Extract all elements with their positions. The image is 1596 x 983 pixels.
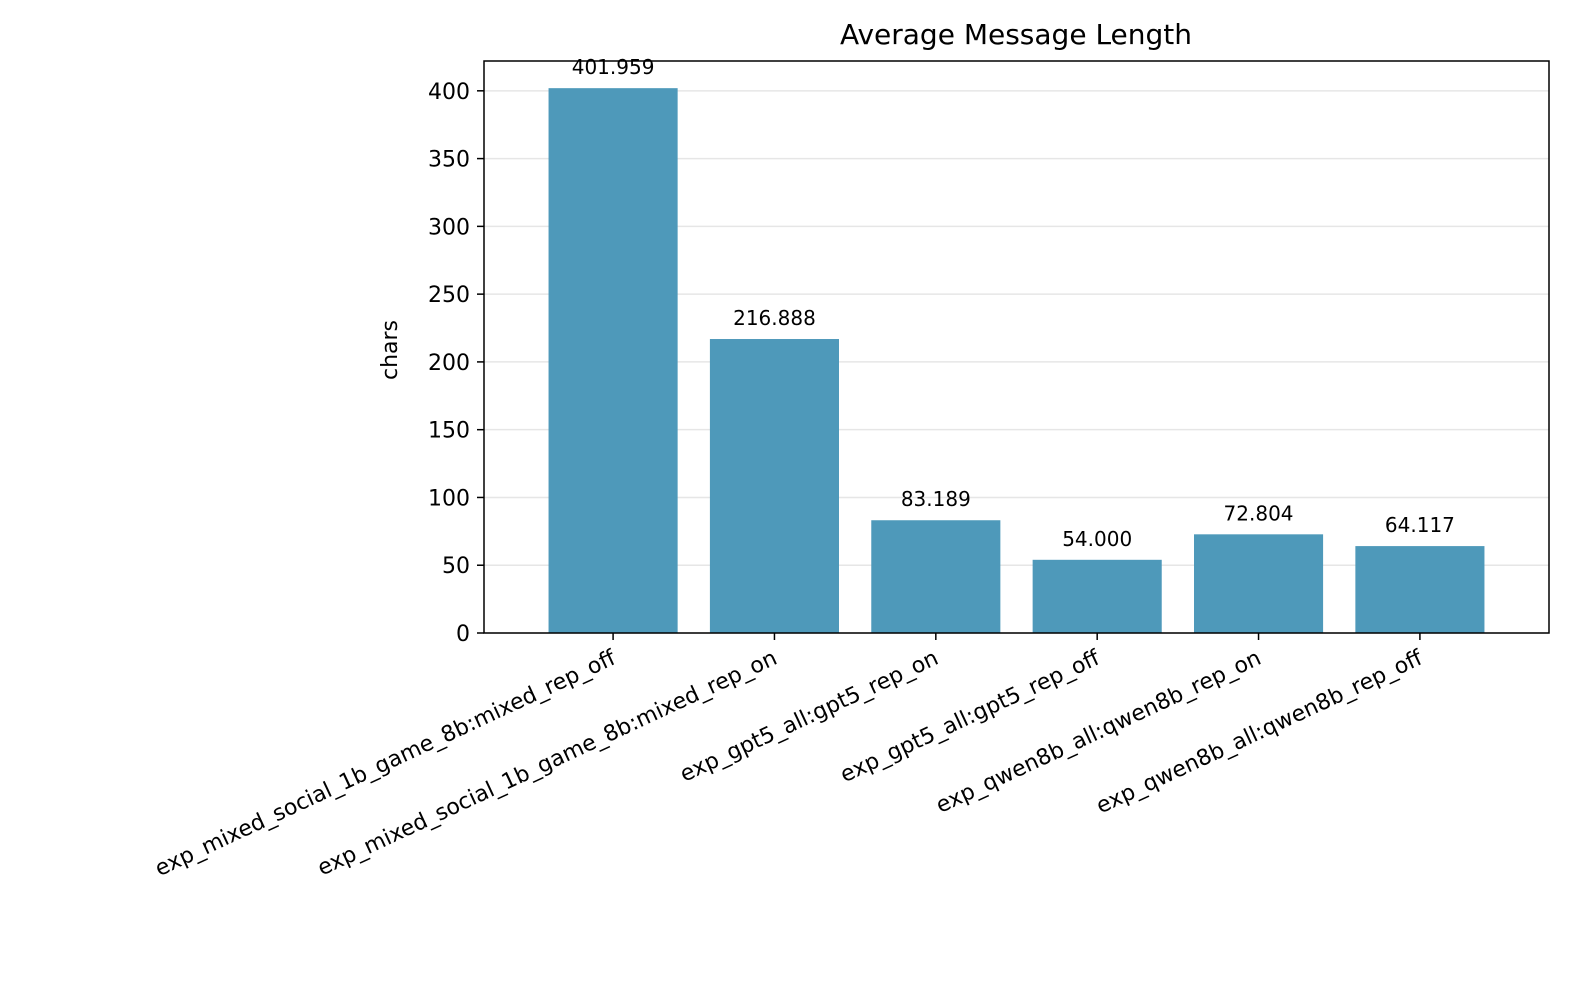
x-tick-label: exp_qwen8b_all:qwen8b_rep_off	[1093, 645, 1428, 819]
bar	[548, 88, 678, 634]
bar-value-label: 54.000	[1062, 527, 1132, 551]
bar-value-label: 72.804	[1224, 501, 1294, 525]
axes: 050100150200250300350400exp_mixed_social…	[151, 60, 1550, 882]
plot-frame	[483, 60, 1550, 634]
y-tick-label: 0	[456, 622, 470, 647]
bar	[709, 339, 839, 633]
bar-value-label: 83.189	[901, 487, 971, 511]
bar	[1194, 534, 1324, 633]
bar-value-label: 64.117	[1385, 513, 1455, 537]
y-tick-label: 150	[428, 419, 470, 444]
bars	[548, 88, 1485, 634]
y-tick-label: 50	[442, 554, 470, 579]
y-tick-label: 400	[428, 80, 470, 105]
y-tick-label: 300	[428, 215, 470, 240]
bar	[1032, 559, 1162, 633]
y-tick-label: 200	[428, 351, 470, 376]
chart-title: Average Message Length	[840, 18, 1192, 51]
y-tick-label: 100	[428, 486, 470, 511]
bar-value-label: 401.959	[572, 55, 655, 79]
y-axis-label: chars	[378, 320, 403, 380]
bar	[871, 520, 1001, 633]
x-tick-label: exp_gpt5_all:gpt5_rep_off	[837, 645, 1105, 788]
x-tick-label: exp_gpt5_all:gpt5_rep_on	[676, 646, 942, 788]
y-tick-label: 250	[428, 283, 470, 308]
bar	[1355, 546, 1485, 633]
y-tick-label: 350	[428, 148, 470, 173]
bar-value-labels: 401.959 216.888 83.189 54.000 72.804 64.117	[572, 55, 1455, 551]
bar-value-label: 216.888	[733, 306, 816, 330]
